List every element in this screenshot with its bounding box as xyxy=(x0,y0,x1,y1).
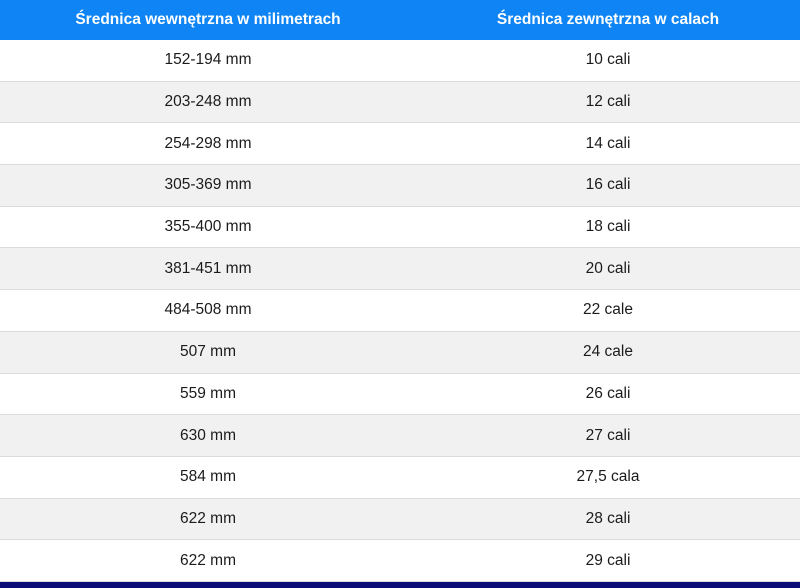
cell-mm-value: 484-508 mm xyxy=(164,301,252,319)
table-row: 203-248 mm 12 cali xyxy=(0,81,800,124)
table-row: 484-508 mm 22 cale xyxy=(0,290,800,332)
cell-inches-value: 20 cali xyxy=(585,259,631,277)
table-row: 584 mm 27,5 cala xyxy=(0,456,800,499)
cell-inches-value: 14 cali xyxy=(585,134,631,152)
cell-inches-value: 16 cali xyxy=(585,176,631,194)
table-row: 305-369 mm 16 cali xyxy=(0,165,800,207)
table-row: 254-298 mm 14 cali xyxy=(0,123,800,166)
cell-mm-value: 630 mm xyxy=(180,426,236,444)
cell-inches-value: 24 cale xyxy=(583,343,633,361)
table-row: 507 mm 24 cale xyxy=(0,331,800,374)
cell-mm-value: 381-451 mm xyxy=(164,259,252,277)
table-row: 622 mm 28 cali xyxy=(0,498,800,541)
table-row: 355-400 mm 18 cali xyxy=(0,206,800,249)
table-row: 630 mm 27 cali xyxy=(0,415,800,457)
cell-mm-value: 355-400 mm xyxy=(164,218,252,236)
table-header-row: Średnica wewnętrzna w milimetrach Średni… xyxy=(0,0,800,40)
table-body: 152-194 mm 10 cali 203-248 mm 12 cali 25… xyxy=(0,40,800,582)
table-row: 622 mm 29 cali xyxy=(0,540,800,582)
header-cell-outer-diameter-inches: Średnica zewnętrzna w calach xyxy=(496,11,720,28)
cell-inches-value: 29 cali xyxy=(585,551,631,569)
cell-mm-value: 507 mm xyxy=(180,343,236,361)
cell-inches-value: 18 cali xyxy=(585,218,631,236)
table-row: 381-451 mm 20 cali xyxy=(0,248,800,291)
cell-inches-value: 26 cali xyxy=(585,384,631,402)
table-bottom-border-bar xyxy=(0,582,800,588)
header-cell-inner-diameter-mm: Średnica wewnętrzna w milimetrach xyxy=(75,11,341,28)
cell-mm-value: 559 mm xyxy=(180,384,236,402)
cell-inches-value: 22 cale xyxy=(583,301,633,319)
table-row: 559 mm 26 cali xyxy=(0,373,800,416)
cell-mm-value: 254-298 mm xyxy=(164,134,252,152)
cell-inches-value: 10 cali xyxy=(585,51,631,69)
cell-inches-value: 28 cali xyxy=(585,509,631,527)
cell-mm-value: 203-248 mm xyxy=(164,93,252,111)
table-row: 152-194 mm 10 cali xyxy=(0,40,800,82)
cell-mm-value: 305-369 mm xyxy=(164,176,252,194)
cell-inches-value: 12 cali xyxy=(585,93,631,111)
cell-inches-value: 27 cali xyxy=(585,426,631,444)
cell-mm-value: 152-194 mm xyxy=(164,51,252,69)
cell-inches-value: 27,5 cala xyxy=(576,468,640,486)
cell-mm-value: 622 mm xyxy=(180,509,236,527)
cell-mm-value: 584 mm xyxy=(180,468,236,486)
cell-mm-value: 622 mm xyxy=(180,551,236,569)
